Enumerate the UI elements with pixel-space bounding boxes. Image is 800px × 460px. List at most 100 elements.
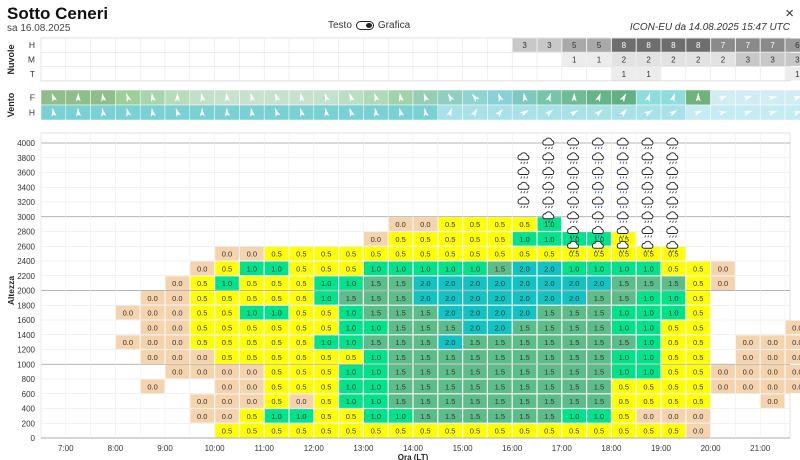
heatmap-cell-value: 0.5	[693, 338, 703, 347]
heatmap-cell	[463, 276, 487, 290]
heatmap-cell-value: 0.5	[643, 382, 653, 391]
heatmap-cell	[240, 261, 264, 276]
x-tick-label: 14:00	[403, 444, 424, 453]
cloud-rain-icon	[567, 152, 579, 164]
x-tick-label: 9:00	[157, 444, 173, 453]
heatmap-cell	[636, 335, 661, 349]
heatmap-cell-value: 1.0	[569, 235, 579, 244]
heatmap-cell-value: 0.5	[668, 338, 678, 347]
wind-arrow-icon	[619, 108, 628, 118]
y-tick-label: 2400	[17, 257, 35, 266]
heatmap-cell	[264, 276, 289, 290]
heatmap-cell	[413, 276, 438, 290]
wind-row-label: F	[30, 93, 35, 103]
heatmap-cell-value: 1.5	[395, 397, 405, 406]
heatmap-cell-value: 2.0	[495, 309, 505, 318]
cloud-rain-icon	[567, 240, 579, 253]
heatmap-cell	[165, 291, 190, 305]
heatmap-cell-value: 0.0	[693, 412, 703, 421]
heatmap-cell-value: 0.5	[693, 264, 703, 273]
cloud-rain-icon	[592, 196, 604, 209]
heatmap-cell	[612, 335, 636, 349]
heatmap-cell-value: 2.0	[544, 264, 554, 273]
heatmap-cell-value: 0.0	[792, 338, 800, 347]
cloud-cell-value: 7	[746, 41, 751, 50]
cloud-rain-icon	[616, 137, 629, 150]
cloud-cell	[611, 67, 636, 81]
heatmap-cell-value: 1.0	[619, 368, 629, 377]
heatmap-cell-value: 1.5	[519, 353, 529, 362]
heatmap-cell-value: 1.0	[619, 309, 629, 318]
heatmap-cell	[463, 217, 487, 231]
heatmap-cell	[587, 379, 611, 394]
heatmap-cell	[339, 409, 363, 423]
heatmap-cell	[661, 320, 686, 335]
heatmap-cell-value: 1.0	[643, 353, 653, 362]
cloud-cell-value: 2	[671, 55, 676, 64]
heatmap-cell-value: 0.5	[321, 368, 331, 377]
heatmap-cell	[339, 246, 363, 261]
heatmap-cell	[661, 394, 686, 408]
heatmap-cell	[512, 276, 537, 290]
cloud-cell	[711, 52, 735, 67]
heatmap-cell-value: 1.5	[594, 368, 604, 377]
x-tick-label: 15:00	[453, 444, 474, 453]
cloud-rain-icon	[666, 226, 679, 238]
toggle-graphic-label[interactable]: Grafica	[377, 20, 411, 31]
view-toggle[interactable]: Testo Grafica	[328, 20, 410, 31]
cloud-rain-icon	[666, 211, 679, 223]
heatmap-cell-value: 1.0	[470, 264, 480, 273]
heatmap-cell	[314, 379, 338, 394]
heatmap-cell	[264, 394, 289, 408]
cloud-cell	[537, 38, 562, 52]
heatmap-cell-value: 2.0	[470, 279, 480, 288]
heatmap-cell-value: 0.5	[619, 397, 629, 406]
heatmap-cell-value: 0.5	[569, 427, 579, 436]
heatmap-cell	[388, 261, 413, 276]
heatmap-cell-value: 0.5	[321, 323, 331, 332]
wind-arrow-icon	[250, 92, 256, 103]
heatmap-cell	[587, 305, 611, 320]
heatmap-cell-value: 1.0	[619, 264, 629, 273]
heatmap-cell	[413, 232, 438, 246]
heatmap-cell-value: 0.5	[321, 412, 331, 421]
heatmap-cell-value: 0.5	[495, 427, 505, 436]
heatmap-cell-value: 1.0	[395, 264, 405, 273]
heatmap-cell-value: 0.5	[271, 397, 281, 406]
heatmap-cell	[537, 320, 562, 335]
heatmap-cell-value: 1.0	[371, 353, 381, 362]
close-icon[interactable]: ×	[785, 5, 794, 22]
cloud-rain-icon	[616, 181, 629, 194]
toggle-text-label[interactable]: Testo	[328, 20, 352, 31]
heatmap-cell	[636, 350, 661, 364]
heatmap-cell	[364, 320, 388, 335]
heatmap-cell	[140, 320, 165, 335]
heatmap-cell-value: 0.5	[247, 279, 257, 288]
heatmap-cell-value: 1.5	[445, 382, 455, 391]
cloud-rain-icon	[666, 152, 679, 164]
heatmap-cell-value: 0.0	[767, 338, 777, 347]
toggle-switch[interactable]	[355, 21, 374, 30]
heatmap-cell-value: 1.5	[395, 294, 405, 303]
heatmap-cell-value: 0.5	[544, 250, 554, 259]
heatmap-cell-value: 0.5	[371, 250, 381, 259]
cloud-cell	[760, 52, 785, 67]
heatmap-cell-value: 0.5	[693, 353, 703, 362]
heatmap-cell-value: 0.5	[296, 368, 306, 377]
heatmap-cell-value: 0.5	[271, 250, 281, 259]
heatmap-cell-value: 0.5	[346, 427, 356, 436]
heatmap-cell-value: 1.0	[371, 382, 381, 391]
heatmap-cell-value: 0.5	[395, 427, 405, 436]
heatmap-cell-value: 0.5	[296, 353, 306, 362]
heatmap-cell-value: 1.5	[619, 279, 629, 288]
heatmap-cell	[339, 291, 363, 305]
heatmap-cell	[736, 364, 760, 379]
heatmap-cell	[289, 261, 314, 276]
heatmap-cell	[438, 350, 462, 364]
heatmap-cell-value: 0.5	[271, 294, 281, 303]
heatmap-cell-value: 1.0	[296, 412, 306, 421]
heatmap-cell-value: 1.0	[619, 353, 629, 362]
heatmap-cell	[438, 364, 462, 379]
heatmap-cell-value: 1.5	[420, 368, 430, 377]
heatmap-cell	[612, 364, 636, 379]
